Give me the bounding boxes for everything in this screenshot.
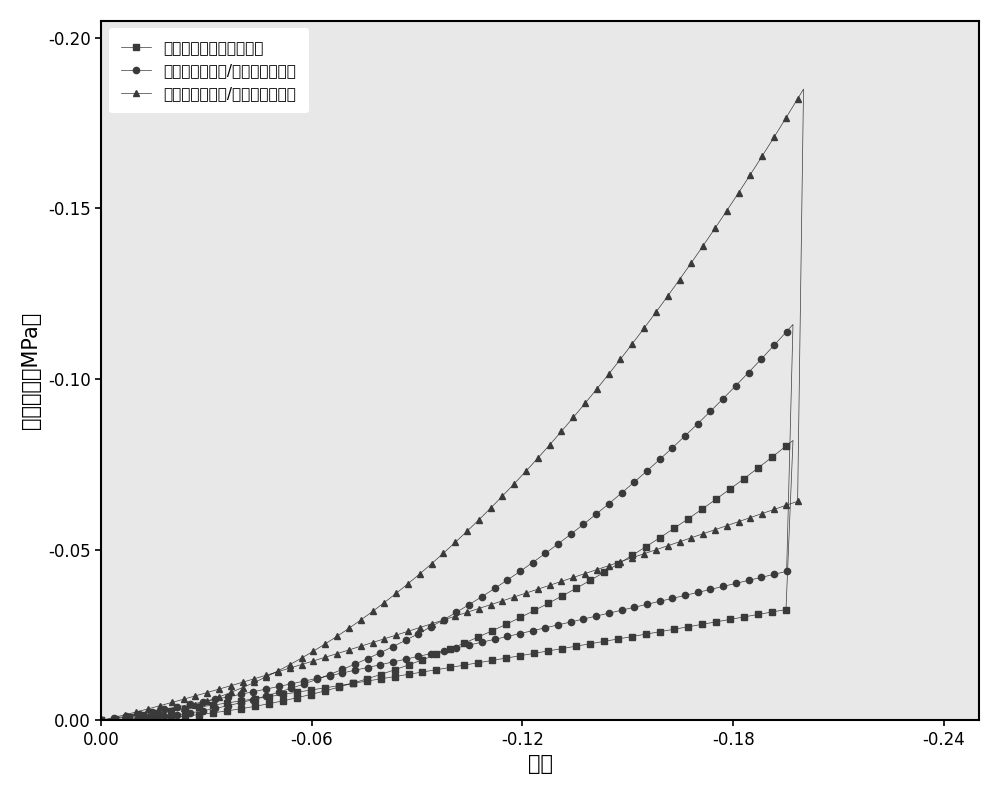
传统挤出聚烯烃弹性体管 bbox=[787, 436, 799, 445]
传统挤出聚烯烃弹性体管 bbox=[137, 710, 149, 719]
旋转挤出蒙脱土/聚烯烃弹性体管 bbox=[420, 621, 432, 630]
旋转挤出蒙脱土/聚烯烃弹性体管 bbox=[325, 635, 337, 645]
传统挤出聚烯烃弹性体管 bbox=[277, 690, 289, 700]
Y-axis label: 压缩强度（MPa）: 压缩强度（MPa） bbox=[21, 312, 41, 429]
传统挤出蒙脱土/聚烯烃弹性体管 bbox=[95, 716, 107, 725]
传统挤出聚烯烃弹性体管 bbox=[95, 716, 107, 725]
X-axis label: 应变: 应变 bbox=[528, 754, 553, 774]
Line: 传统挤出聚烯烃弹性体管: 传统挤出聚烯烃弹性体管 bbox=[98, 437, 796, 723]
旋转挤出蒙脱土/聚烯烃弹性体管 bbox=[95, 716, 107, 725]
传统挤出蒙脱土/聚烯烃弹性体管 bbox=[635, 471, 647, 481]
传统挤出聚烯烃弹性体管 bbox=[717, 490, 729, 499]
传统挤出蒙脱土/聚烯烃弹性体管 bbox=[165, 711, 177, 720]
Legend: 传统挤出聚烯烃弹性体管, 传统挤出蒙脱土/聚烯烃弹性体管, 旋转挤出蒙脱土/聚烯烃弹性体管: 传统挤出聚烯烃弹性体管, 传统挤出蒙脱土/聚烯烃弹性体管, 旋转挤出蒙脱土/聚烯… bbox=[109, 29, 309, 113]
传统挤出蒙脱土/聚烯烃弹性体管 bbox=[787, 320, 799, 329]
旋转挤出蒙脱土/聚烯烃弹性体管 bbox=[243, 676, 255, 685]
旋转挤出蒙脱土/聚烯烃弹性体管 bbox=[390, 588, 402, 598]
旋转挤出蒙脱土/聚烯烃弹性体管 bbox=[727, 197, 739, 207]
旋转挤出蒙脱土/聚烯烃弹性体管 bbox=[798, 84, 810, 94]
Line: 传统挤出蒙脱土/聚烯烃弹性体管: 传统挤出蒙脱土/聚烯烃弹性体管 bbox=[98, 321, 796, 723]
传统挤出蒙脱土/聚烯烃弹性体管 bbox=[336, 669, 348, 678]
Line: 旋转挤出蒙脱土/聚烯烃弹性体管: 旋转挤出蒙脱土/聚烯烃弹性体管 bbox=[98, 86, 807, 723]
传统挤出聚烯烃弹性体管 bbox=[766, 607, 778, 617]
传统挤出蒙脱土/聚烯烃弹性体管 bbox=[609, 607, 621, 616]
传统挤出蒙脱土/聚烯烃弹性体管 bbox=[654, 455, 666, 464]
旋转挤出蒙脱土/聚烯烃弹性体管 bbox=[95, 716, 107, 725]
传统挤出蒙脱土/聚烯烃弹性体管 bbox=[95, 716, 107, 725]
传统挤出聚烯烃弹性体管 bbox=[193, 703, 205, 712]
传统挤出蒙脱土/聚烯烃弹性体管 bbox=[431, 647, 443, 657]
旋转挤出蒙脱土/聚烯烃弹性体管 bbox=[278, 663, 290, 673]
传统挤出聚烯烃弹性体管 bbox=[591, 572, 603, 581]
传统挤出聚烯烃弹性体管 bbox=[95, 716, 107, 725]
